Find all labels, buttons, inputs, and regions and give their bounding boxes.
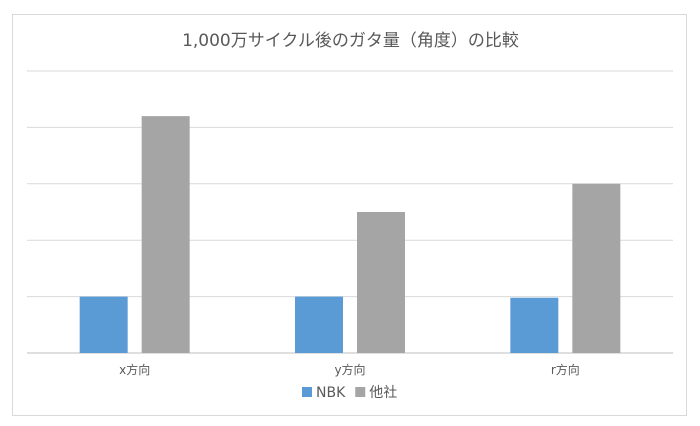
category-label: r方向 (551, 362, 580, 377)
legend: NBK 他社 (302, 385, 397, 401)
bar-nbk-2 (295, 296, 343, 353)
category-labels: x方向 y方向 r方向 (119, 362, 580, 377)
legend-label: NBK (316, 385, 346, 401)
legend-swatch (302, 387, 312, 397)
legend-swatch (355, 387, 366, 397)
bar-other-2 (357, 212, 405, 353)
bar-nbk-1 (79, 296, 128, 353)
bar-other-3 (572, 183, 621, 353)
legend-label: 他社 (369, 385, 397, 401)
category-label: y方向 (334, 362, 365, 377)
bar-chart: 1,000万サイクル後のガタ量（角度）の比較 x方向 y方向 r方向 NBK 他社 (27, 31, 673, 401)
chart-title: 1,000万サイクル後のガタ量（角度）の比較 (182, 31, 519, 51)
bars (79, 116, 621, 354)
chart-frame: 1,000万サイクル後のガタ量（角度）の比較 x方向 y方向 r方向 NBK 他社 (12, 14, 687, 416)
bar-nbk-3 (510, 297, 559, 353)
bar-other-1 (141, 116, 190, 354)
gridlines (27, 70, 673, 354)
category-label: x方向 (119, 362, 150, 377)
